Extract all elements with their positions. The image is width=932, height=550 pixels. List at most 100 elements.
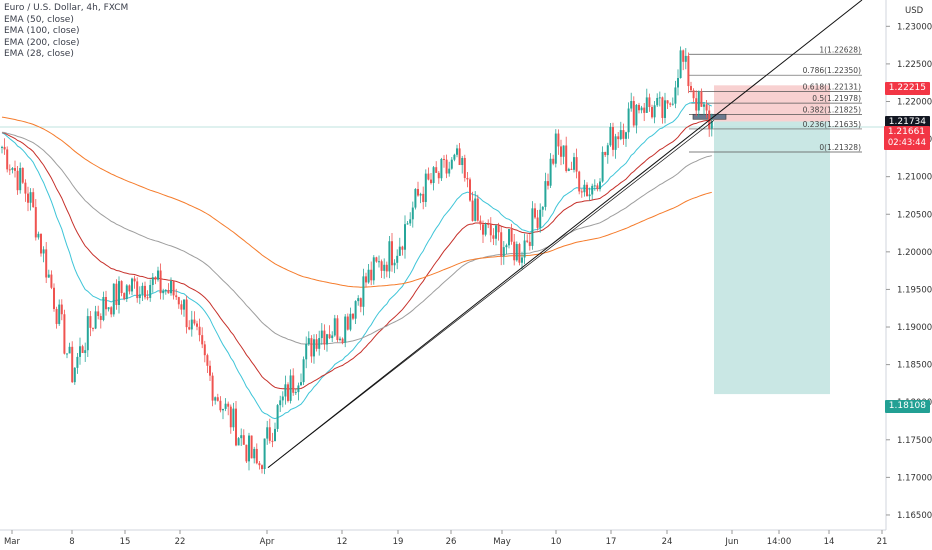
fib-level-label: 0.236(1.21635) bbox=[803, 120, 861, 129]
candle-body bbox=[547, 181, 549, 186]
candle-body bbox=[248, 435, 250, 462]
candle-body bbox=[29, 192, 32, 203]
candle-body bbox=[349, 313, 352, 330]
candle-body bbox=[445, 159, 448, 174]
candle-body bbox=[333, 318, 336, 336]
candle-body bbox=[320, 330, 323, 339]
candle-body bbox=[294, 392, 297, 394]
candle-body bbox=[196, 323, 198, 327]
price-tick-label: 1.17000 bbox=[897, 473, 932, 483]
candle-body bbox=[149, 284, 152, 298]
candle-body bbox=[643, 107, 646, 113]
candle-body bbox=[450, 159, 453, 169]
ema50-label: EMA (50, close) bbox=[4, 14, 74, 25]
candle-body bbox=[505, 245, 508, 248]
candle-body bbox=[596, 185, 599, 190]
candle-body bbox=[271, 440, 274, 442]
candle-body bbox=[289, 375, 292, 401]
fib-level-label: 0(1.21328) bbox=[819, 143, 861, 152]
candle-body bbox=[601, 151, 604, 182]
price-tick-label: 1.20500 bbox=[897, 210, 932, 220]
candle-body bbox=[367, 269, 370, 283]
time-tick-label: Mar bbox=[4, 537, 21, 547]
candle-body bbox=[341, 338, 344, 343]
time-axis: Mar 8 15 22 Apr 12 19 26 May 10 17 24 Jun 14:00 14 21 bbox=[0, 529, 888, 547]
candle-body bbox=[697, 91, 700, 111]
candle-body bbox=[276, 405, 279, 429]
candle-body bbox=[118, 281, 120, 305]
candle-body bbox=[141, 285, 144, 295]
entry-price-badge: 1.21734 bbox=[884, 116, 930, 129]
candle-body bbox=[94, 311, 97, 329]
candle-body bbox=[674, 87, 677, 104]
ema100-line bbox=[1, 131, 712, 345]
candle-body bbox=[463, 157, 466, 178]
candle-body bbox=[170, 280, 172, 294]
candle-body bbox=[617, 136, 620, 140]
candle-body bbox=[292, 375, 295, 393]
candle-body bbox=[523, 240, 526, 258]
candle-body bbox=[380, 261, 383, 271]
candle-body bbox=[404, 224, 406, 250]
candle-body bbox=[245, 444, 248, 462]
candle-body bbox=[661, 97, 664, 118]
candle-body bbox=[92, 327, 94, 329]
candle-body bbox=[443, 158, 445, 160]
candle-body bbox=[378, 261, 380, 263]
candle-body bbox=[331, 335, 334, 339]
time-tick-label: 21 bbox=[877, 537, 888, 547]
candle-body bbox=[492, 235, 495, 239]
candle-body bbox=[536, 217, 539, 228]
candle-countdown: 02:43:44 bbox=[887, 138, 926, 148]
candle-body bbox=[679, 50, 682, 79]
candle-body bbox=[237, 438, 240, 446]
candle-body bbox=[435, 167, 438, 173]
candle-body bbox=[422, 193, 425, 203]
fib-level-label: 0.382(1.21825) bbox=[803, 106, 861, 115]
candle-body bbox=[354, 301, 357, 319]
candle-body bbox=[635, 104, 638, 126]
candle-body bbox=[609, 127, 612, 146]
take-profit-zone bbox=[714, 121, 830, 395]
candle-body bbox=[27, 193, 29, 203]
ema100-label: EMA (100, close) bbox=[4, 26, 80, 36]
ema200-line bbox=[1, 116, 712, 288]
fib-level-label: 0.618(1.22131) bbox=[803, 83, 861, 92]
price-tick-label: 1.21000 bbox=[897, 173, 932, 183]
moving-averages bbox=[1, 101, 713, 420]
candle-body bbox=[557, 133, 560, 147]
candle-body bbox=[414, 188, 417, 208]
candle-body bbox=[510, 229, 513, 242]
candle-body bbox=[614, 136, 617, 150]
candle-body bbox=[263, 438, 266, 470]
time-tick-label: 14:00 bbox=[767, 537, 792, 547]
candle-body bbox=[703, 104, 705, 107]
candle-body bbox=[32, 192, 35, 208]
candle-body bbox=[622, 130, 625, 139]
candle-body bbox=[461, 157, 464, 166]
candle-body bbox=[640, 107, 643, 111]
candle-body bbox=[664, 100, 666, 118]
candle-body bbox=[658, 97, 661, 99]
candle-body bbox=[453, 154, 456, 160]
candle-body bbox=[250, 435, 253, 459]
candle-body bbox=[84, 350, 87, 353]
candle-body bbox=[357, 298, 360, 302]
ema28-label: EMA (28, close) bbox=[4, 49, 74, 59]
candle-body bbox=[344, 316, 347, 343]
candle-body bbox=[193, 319, 196, 324]
candle-body bbox=[370, 269, 373, 281]
candle-body bbox=[427, 173, 430, 180]
candle-body bbox=[328, 334, 331, 339]
candle-body bbox=[81, 346, 84, 353]
candle-body bbox=[229, 406, 232, 428]
candle-body bbox=[575, 157, 578, 172]
candle-body bbox=[201, 335, 204, 345]
candle-body bbox=[552, 158, 555, 164]
candle-body bbox=[45, 249, 48, 278]
candle-body bbox=[125, 285, 128, 299]
candle-body bbox=[391, 241, 393, 266]
candle-body bbox=[606, 145, 609, 156]
candle-body bbox=[692, 90, 695, 99]
